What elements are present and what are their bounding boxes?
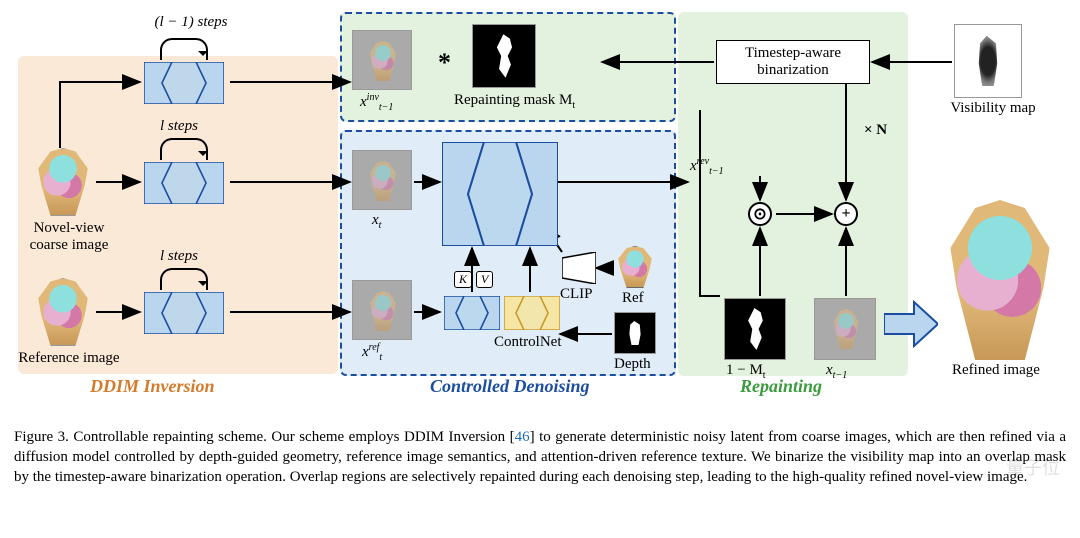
lbl-xtm1: xt−1 xyxy=(826,362,847,381)
clip-encoder xyxy=(562,252,596,284)
hg-unet xyxy=(442,142,558,246)
hg-controlnet xyxy=(504,296,560,330)
lbl-l-bot: l steps xyxy=(160,248,198,265)
img-xinv xyxy=(352,30,412,90)
lbl-novel-view: Novel-view coarse image xyxy=(24,220,114,254)
img-xtm1 xyxy=(814,298,876,360)
lbl-l-mid: l steps xyxy=(160,118,198,135)
img-depth xyxy=(614,312,656,354)
label-denoise: Controlled Denoising xyxy=(430,376,590,397)
img-mask xyxy=(472,24,536,88)
key-v: V xyxy=(476,270,493,288)
key-k: K xyxy=(454,270,472,288)
lbl-xref: xreft xyxy=(362,342,382,363)
lbl-refined: Refined image xyxy=(952,362,1040,379)
caption-cite: 46 xyxy=(515,429,530,445)
lbl-1-mt: 1 − Mt xyxy=(726,362,766,381)
watermark: 量子位 xyxy=(1006,454,1060,480)
img-refined xyxy=(938,200,1062,360)
hg-top xyxy=(144,62,224,104)
loop-bot xyxy=(160,268,208,290)
figure-caption: Figure 3. Controllable repainting scheme… xyxy=(14,428,1066,487)
architecture-diagram: DDIM Inversion Controlled Denoising Repa… xyxy=(0,0,1080,418)
lbl-reference: Reference image xyxy=(14,350,124,367)
lbl-clip: CLIP xyxy=(560,286,593,303)
hg-mid xyxy=(144,162,224,204)
lbl-depth: Depth xyxy=(614,356,651,373)
loop-mid xyxy=(160,138,208,160)
lbl-ref: Ref xyxy=(622,290,644,307)
hg-bot xyxy=(144,292,224,334)
img-xref xyxy=(352,280,412,340)
lbl-mask: Repainting mask Mt xyxy=(454,92,575,111)
img-xt xyxy=(352,150,412,210)
lbl-xt: xt xyxy=(372,212,381,231)
op-hadamard: ⊙ xyxy=(748,202,772,226)
hg-ref-encoder xyxy=(444,296,500,330)
lbl-times-n: × N xyxy=(864,122,887,139)
label-ddim: DDIM Inversion xyxy=(90,376,215,397)
op-plus: + xyxy=(834,202,858,226)
caption-lead: Figure 3. xyxy=(14,429,69,445)
asterisk: * xyxy=(438,48,451,78)
loop-top xyxy=(160,38,208,60)
caption-a: Controllable repainting scheme. Our sche… xyxy=(73,429,514,445)
lbl-visibility: Visibility map xyxy=(938,100,1048,117)
img-1-mt xyxy=(724,298,786,360)
wide-arrow xyxy=(884,300,938,348)
lbl-controlnet: ControlNet xyxy=(494,334,562,351)
lbl-xinv: xinvt−1 xyxy=(360,92,393,113)
img-visibility xyxy=(954,24,1022,98)
lbl-xrev: xrevt−1 xyxy=(690,156,724,177)
lbl-lm1: (l − 1) steps xyxy=(146,14,236,31)
box-binarization: Timestep-aware binarization xyxy=(716,40,870,84)
